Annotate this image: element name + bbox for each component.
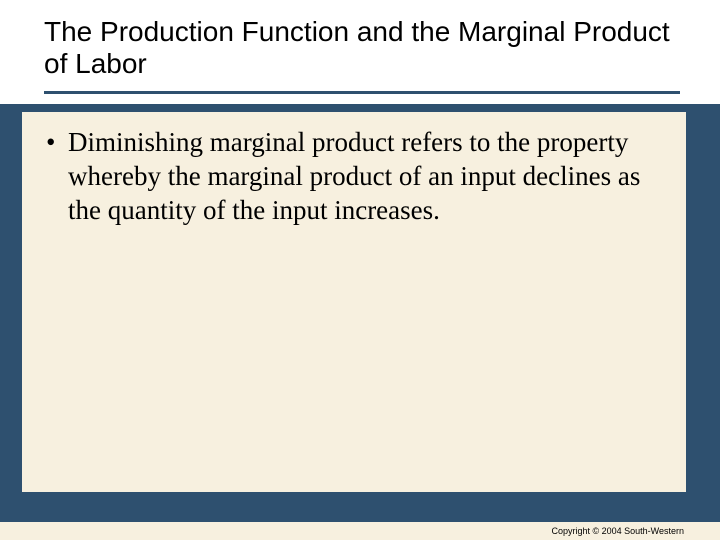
bullet-item: • Diminishing marginal product refers to… bbox=[46, 126, 658, 227]
bullet-marker: • bbox=[46, 126, 68, 160]
slide-title: The Production Function and the Marginal… bbox=[44, 16, 686, 80]
bullet-text: Diminishing marginal product refers to t… bbox=[68, 126, 658, 227]
footer-bar: Copyright © 2004 South-Western bbox=[0, 522, 720, 540]
body-area: • Diminishing marginal product refers to… bbox=[22, 112, 686, 492]
slide-container: The Production Function and the Marginal… bbox=[0, 0, 720, 540]
title-area: The Production Function and the Marginal… bbox=[0, 0, 720, 104]
copyright-text: Copyright © 2004 South-Western bbox=[551, 526, 684, 536]
title-underline bbox=[44, 91, 680, 94]
